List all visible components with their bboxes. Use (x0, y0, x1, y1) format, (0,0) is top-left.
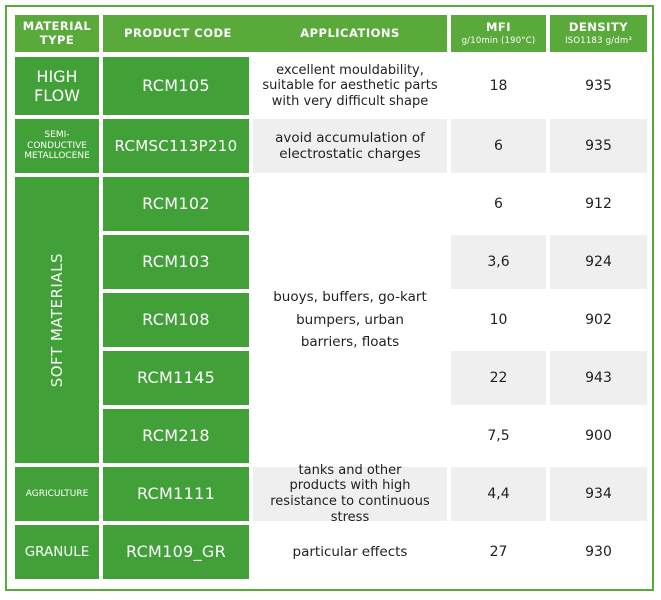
density-cell: 912 (550, 177, 647, 231)
mfi-cell: 3,6 (451, 235, 546, 289)
mfi-cell: 6 (451, 119, 546, 173)
code-cell: RCM105 (103, 57, 249, 115)
code-cell: RCM102 (103, 177, 249, 231)
density-cell: 935 (550, 119, 647, 173)
application-soft-materials: buoys, buffers, go-kart bumpers, urban b… (253, 177, 447, 463)
header-applications: APPLICATIONS (253, 15, 447, 52)
application-high-flow: excellent mouldability, suitable for aes… (253, 57, 447, 115)
density-cell: 943 (550, 351, 647, 405)
mfi-cell: 7,5 (451, 409, 546, 463)
mfi-cell: 6 (451, 177, 546, 231)
mfi-cell: 18 (451, 57, 546, 115)
application-agriculture: tanks and other products with high resis… (253, 463, 447, 525)
density-cell: 902 (550, 293, 647, 347)
mfi-cell: 10 (451, 293, 546, 347)
header-product-code: PRODUCT CODE (103, 15, 253, 52)
header-density-label: DENSITY (568, 19, 629, 34)
application-semi-conductive: avoid accumulation of electrostatic char… (253, 119, 447, 173)
code-cell: RCM109_GR (103, 525, 249, 579)
code-cell: RCM1145 (103, 351, 249, 405)
product-table: MATERIAL TYPE PRODUCT CODE APPLICATIONS … (5, 5, 654, 591)
header-material-type: MATERIAL TYPE (15, 15, 99, 52)
density-cell: 934 (550, 467, 647, 521)
group-semi-conductive: SEMI-CONDUCTIVE METALLOCENE (15, 119, 99, 173)
header-mfi-label: MFI (485, 19, 512, 34)
header-mfi-unit: g/10min (190°C) (461, 36, 536, 47)
group-high-flow: HIGH FLOW (15, 57, 99, 115)
group-soft-materials-label: SOFT MATERIALS (48, 252, 66, 388)
density-cell: 930 (550, 525, 647, 579)
header-density-unit: ISO1183 g/dm³ (565, 36, 632, 47)
code-cell: RCM103 (103, 235, 249, 289)
code-cell: RCM218 (103, 409, 249, 463)
density-cell: 924 (550, 235, 647, 289)
mfi-cell: 27 (451, 525, 546, 579)
density-cell: 935 (550, 57, 647, 115)
density-cell: 900 (550, 409, 647, 463)
code-cell: RCMSC113P210 (103, 119, 249, 173)
header-density: DENSITY ISO1183 g/dm³ (550, 15, 647, 52)
group-soft-materials: SOFT MATERIALS (15, 177, 99, 463)
mfi-cell: 22 (451, 351, 546, 405)
group-agriculture: AGRICULTURE (15, 467, 99, 521)
code-cell: RCM1111 (103, 467, 249, 521)
application-granule: particular effects (253, 525, 447, 579)
group-granule: GRANULE (15, 525, 99, 579)
code-cell: RCM108 (103, 293, 249, 347)
header-mfi: MFI g/10min (190°C) (451, 15, 546, 52)
mfi-cell: 4,4 (451, 467, 546, 521)
